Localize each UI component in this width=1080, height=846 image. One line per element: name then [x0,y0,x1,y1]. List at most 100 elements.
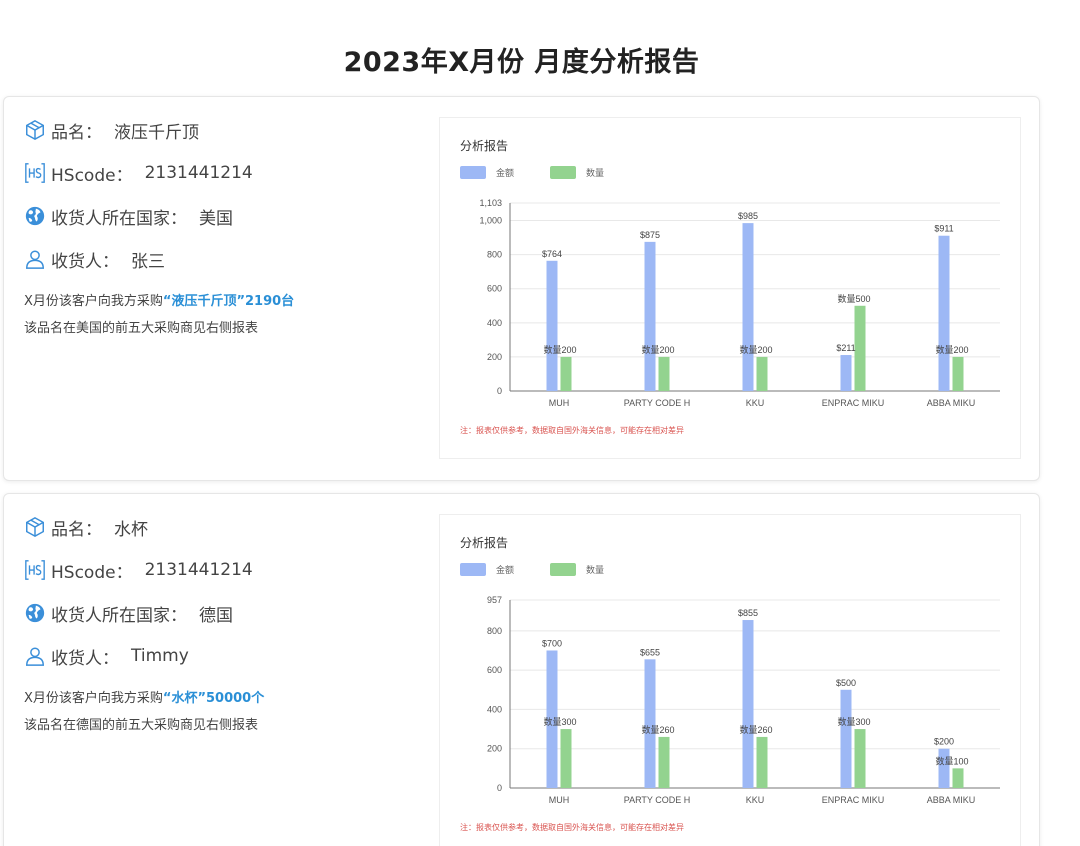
y-tick-label: 400 [487,704,502,714]
hs-badge-icon [24,559,46,581]
globe-icon [24,205,46,227]
y-tick-label: 600 [487,665,502,675]
y-tick-label: 600 [487,284,502,294]
report-card-2: 品名： 水杯 HScode： 2131441214 收货人所在国家： 德国 收货… [3,493,1040,846]
bar-quantity[interactable] [560,356,572,391]
purchase-summary: X月份该客户向我方采购“液压千斤顶”2190台 [24,290,294,309]
legend-label: 数量 [586,167,604,178]
y-tick-label: 200 [487,352,502,362]
bar-amount[interactable] [644,659,656,788]
bar-amount[interactable] [840,355,852,391]
purchase-summary: X月份该客户向我方采购“水杯”50000个 [24,687,264,706]
x-tick-label: ABBA MIKU [927,398,976,408]
report-card-1: 品名： 液压千斤顶 HScode： 2131441214 收货人所在国家： 美国… [3,96,1040,481]
hs-badge-icon [24,162,46,184]
data-label: 数量300 [837,716,870,727]
receiver-row: 收货人： 张三 [24,246,165,272]
data-label: $700 [542,638,562,648]
hscode-label: HScode： [51,562,133,583]
data-label: 数量300 [543,716,576,727]
bar-amount[interactable] [938,748,950,788]
receiver-value: Timmy [131,646,189,666]
x-tick-label: MUH [549,398,570,408]
x-tick-label: PARTY CODE H [624,398,691,408]
country-row: 收货人所在国家： 德国 [24,600,233,626]
purchase-highlight: “水杯”50000个 [162,691,265,706]
x-tick-label: MUH [549,795,570,805]
data-label: $985 [738,211,758,221]
hscode-value: 2131441214 [144,560,253,580]
bar-quantity[interactable] [658,736,670,788]
data-label: 数量260 [739,724,772,735]
data-label: $211 [836,343,855,353]
data-label: $655 [640,647,660,657]
purchase-summary-text: X月份该客户向我方采购 [24,691,163,706]
legend-label: 数量 [586,564,604,575]
bar-quantity[interactable] [854,305,866,391]
data-label: $911 [934,224,953,234]
bar-quantity[interactable] [756,736,768,788]
bar-quantity[interactable] [952,356,964,391]
legend-swatch[interactable] [460,563,486,576]
y-tick-label: 800 [487,626,502,636]
y-tick-label: 1,103 [479,198,502,208]
legend-swatch[interactable] [550,563,576,576]
bar-quantity[interactable] [658,356,670,391]
chart-title: 分析报告 [460,138,508,153]
legend-label: 金额 [496,564,514,575]
data-label: 数量500 [837,293,870,304]
legend-swatch[interactable] [460,166,486,179]
receiver-row: 收货人： Timmy [24,643,189,669]
y-tick-label: 0 [497,386,502,396]
bar-quantity[interactable] [952,768,964,788]
x-tick-label: ENPRAC MIKU [822,398,885,408]
data-label: 数量200 [543,344,576,355]
product-label: 品名： [51,122,102,143]
user-icon [24,248,46,270]
data-label: $764 [542,249,562,259]
receiver-label: 收货人： [51,648,119,669]
cube-icon [24,119,46,141]
bar-amount[interactable] [938,235,950,391]
bar-amount[interactable] [742,223,754,391]
buyers-note: 该品名在德国的前五大采购商见右侧报表 [24,718,259,733]
product-row: 品名： 液压千斤顶 [24,117,199,143]
product-label: 品名： [51,519,102,540]
data-label: $200 [934,737,954,747]
user-icon [24,645,46,667]
hscode-row: HScode： 2131441214 [24,557,253,583]
legend-swatch[interactable] [550,166,576,179]
country-row: 收货人所在国家： 美国 [24,203,233,229]
purchase-highlight: “液压千斤顶”2190台 [162,294,295,309]
country-label: 收货人所在国家： [51,605,187,626]
bar-amount[interactable] [644,241,656,391]
bar-amount[interactable] [742,620,754,788]
bar-amount[interactable] [546,650,558,788]
bar-quantity[interactable] [756,356,768,391]
legend-label: 金额 [496,167,514,178]
receiver-label: 收货人： [51,251,119,272]
bar-quantity[interactable] [854,729,866,788]
x-tick-label: PARTY CODE H [624,795,691,805]
bar-amount[interactable] [546,260,558,391]
analysis-chart-1: 分析报告 金额 数量 0 200 400 600 800 1,000 1,103 MUH $764 数量… [439,117,1021,459]
bar-amount[interactable] [840,689,852,788]
chart-note: 注：报表仅供参考，数据取自国外海关信息，可能存在相对差异 [460,425,684,435]
data-label: $855 [738,608,758,618]
country-value: 美国 [199,208,233,229]
x-tick-label: KKU [746,795,765,805]
analysis-chart-2: 分析报告 金额 数量 0 200 400 600 800 957 MUH $700 数量300 PART… [439,514,1021,846]
x-tick-label: KKU [746,398,765,408]
data-label: 数量200 [641,344,674,355]
country-label: 收货人所在国家： [51,208,187,229]
y-tick-label: 0 [497,783,502,793]
data-label: $875 [640,230,660,240]
hscode-row: HScode： 2131441214 [24,160,253,186]
page-title: 2023年X月份 月度分析报告 [343,47,700,78]
chart-note: 注：报表仅供参考，数据取自国外海关信息，可能存在相对差异 [460,822,684,832]
product-row: 品名： 水杯 [24,514,148,540]
data-label: 数量260 [641,724,674,735]
bar-quantity[interactable] [560,729,572,788]
y-tick-label: 957 [487,595,502,605]
